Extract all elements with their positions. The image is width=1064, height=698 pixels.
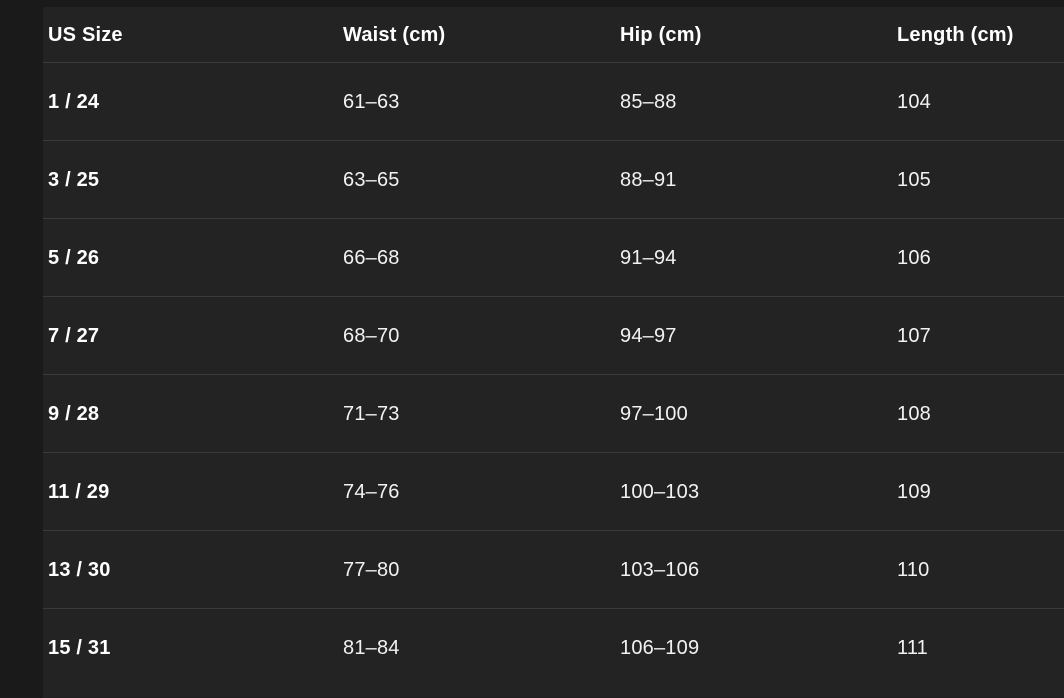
size-chart-header-row: US Size Waist (cm) Hip (cm) Length (cm) [43, 7, 1064, 63]
table-cell: 107 [897, 324, 931, 347]
table-row: 13 / 30 77–80 103–106 110 [43, 531, 1064, 609]
table-cell: 74–76 [343, 480, 400, 503]
table-cell: 111 [897, 637, 929, 659]
table-cell: 11 / 29 [48, 480, 110, 503]
table-cell: 106 [897, 246, 931, 269]
table-row: 7 / 27 68–70 94–97 107 [43, 297, 1064, 375]
table-cell: 71–73 [343, 402, 400, 425]
table-cell: 103–106 [620, 558, 700, 581]
table-cell: 88–91 [620, 168, 677, 191]
table-cell: 105 [897, 168, 931, 191]
table-cell: 3 / 25 [48, 168, 100, 191]
table-cell: 5 / 26 [48, 246, 100, 269]
column-header-length-cm: Length (cm) [897, 23, 1014, 46]
size-chart-table: US Size Waist (cm) Hip (cm) Length (cm) … [43, 7, 1064, 698]
table-cell: 13 / 30 [48, 558, 111, 581]
table-cell: 68–70 [343, 324, 400, 347]
table-cell: 97–100 [620, 402, 688, 425]
table-cell: 66–68 [343, 246, 400, 269]
table-cell: 100–103 [620, 480, 700, 503]
table-row: 5 / 26 66–68 91–94 106 [43, 219, 1064, 297]
table-cell: 1 / 24 [48, 90, 100, 113]
table-row: 11 / 29 74–76 100–103 109 [43, 453, 1064, 531]
table-cell: 77–80 [343, 558, 400, 581]
column-header-us-size: US Size [48, 23, 123, 46]
table-cell: 94–97 [620, 324, 677, 347]
table-row: 1 / 24 61–63 85–88 104 [43, 63, 1064, 141]
table-cell: 15 / 31 [48, 637, 111, 659]
table-cell: 61–63 [343, 90, 400, 113]
table-cell: 108 [897, 402, 931, 425]
table-cell: 91–94 [620, 246, 677, 269]
table-cell: 110 [897, 558, 930, 581]
table-row: 3 / 25 63–65 88–91 105 [43, 141, 1064, 219]
table-cell: 9 / 28 [48, 402, 100, 425]
table-row: 15 / 31 81–84 106–109 111 [43, 609, 1064, 687]
table-cell: 104 [897, 90, 931, 113]
table-cell: 85–88 [620, 90, 677, 113]
table-cell: 106–109 [620, 637, 700, 659]
size-chart-body: 1 / 24 61–63 85–88 104 3 / 25 63–65 88–91 105 5 … [43, 63, 1064, 687]
table-cell: 81–84 [343, 637, 400, 659]
table-cell: 109 [897, 480, 931, 503]
table-row: 9 / 28 71–73 97–100 108 [43, 375, 1064, 453]
table-cell: 7 / 27 [48, 324, 100, 347]
table-cell: 63–65 [343, 168, 400, 191]
column-header-waist-cm: Waist (cm) [343, 23, 446, 46]
column-header-hip-cm: Hip (cm) [620, 23, 702, 46]
